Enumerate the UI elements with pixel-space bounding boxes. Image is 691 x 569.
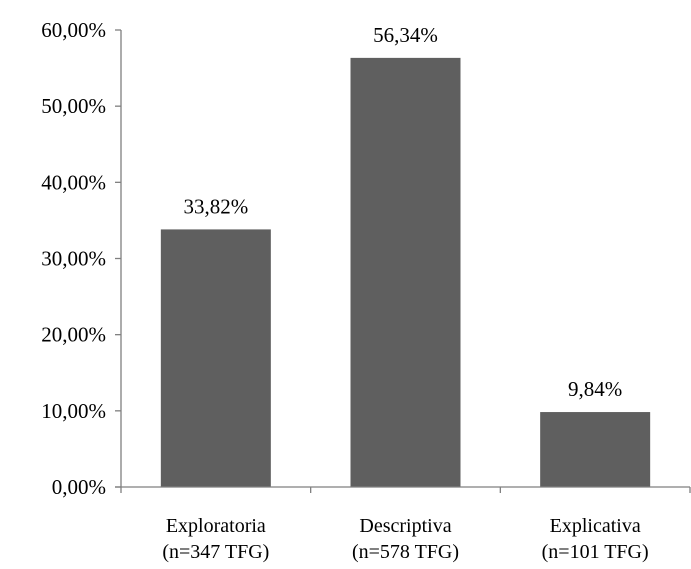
category-label: Descriptiva [359,515,451,537]
y-tick-label: 20,00% [41,323,106,347]
y-tick-label: 40,00% [41,170,106,194]
y-axis: 0,00% 10,00% 20,00% 30,00% 40,00% 50,00% 60,00… [41,18,122,499]
y-tick-label: 60,00% [41,18,106,42]
category-label: Exploratoria [166,515,266,537]
bars-group [160,57,651,487]
bar [350,57,461,487]
y-tick-label: 10,00% [41,399,106,423]
data-label: 33,82% [183,194,248,218]
data-label: 56,34% [373,23,438,47]
data-label: 9,84% [568,377,622,401]
category-label: (n=347 TFG) [162,541,269,563]
category-label: (n=578 TFG) [352,541,459,563]
y-tick-label: 50,00% [41,94,106,118]
x-axis: Exploratoria (n=347 TFG) Descriptiva (n=578… [115,486,691,563]
bar [160,229,271,487]
bar [540,412,651,487]
data-labels-group: 33,82% 56,34% 9,84% [183,23,622,401]
y-tick-label: 30,00% [41,247,106,271]
category-label: Explicativa [550,515,641,537]
y-tick-label: 0,00% [52,475,106,499]
category-label: (n=101 TFG) [542,541,649,563]
